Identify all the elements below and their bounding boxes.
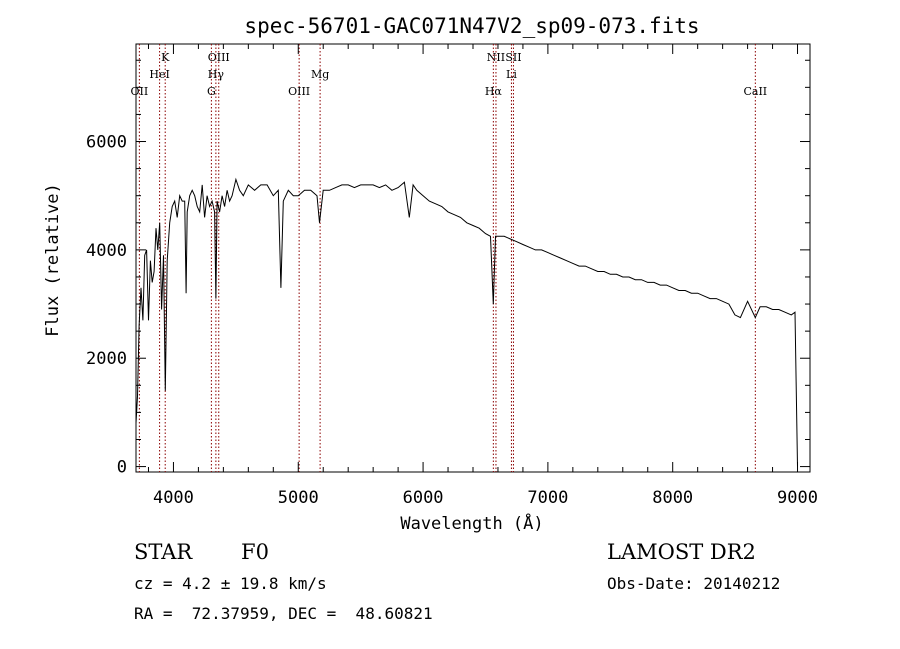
x-tick-label-4: 8000 [652,488,693,508]
spectral-line-label-4: Hγ [208,68,225,81]
spectral-line-label-1: K [161,51,170,64]
y-axis-label: Flux (relative) [43,183,63,337]
redshift-cz: cz = 4.2 ± 19.8 km/s [134,574,327,593]
spectral-line-label-0: OII [131,85,149,98]
spectral-line-label-12: CaII [743,85,767,98]
observation-date: Obs-Date: 20140212 [607,574,781,593]
spectral-line-label-9: Li [506,68,517,81]
spectral-line-label-2: HeI [149,68,169,81]
y-tick-label-2: 4000 [86,241,127,261]
y-tick-label-3: 6000 [86,133,127,153]
x-tick-label-5: 9000 [777,488,818,508]
x-axis-ticks: 4000 5000 6000 7000 8000 9000 [147,44,818,508]
spectral-line-label-5: G [207,85,216,98]
x-tick-label-2: 6000 [403,488,444,508]
y-axis-ticks: 0 2000 4000 6000 [86,59,810,478]
axes-frame [135,43,811,473]
y-tick-label-0: 0 [117,458,127,478]
survey-name: LAMOST DR2 [607,540,756,564]
x-tick-label-3: 7000 [527,488,568,508]
spectrum-series [135,177,798,467]
object-class: STAR [134,540,193,564]
spectral-line-label-3: OIII [208,51,230,64]
x-tick-label-0: 4000 [153,488,194,508]
ra-dec: RA = 72.37959, DEC = 48.60821 [134,604,433,623]
spectral-line-label-10: Hα [485,85,503,98]
x-axis-label: Wavelength (Å) [400,512,543,534]
object-subclass: F0 [241,540,269,564]
chart-title: spec-56701-GAC071N47V2_sp09-073.fits [244,14,699,38]
spectral-line-label-8: NII [487,51,505,64]
spectral-line-label-11: SII [505,51,521,64]
plot-frame [135,43,811,473]
spectral-line-label-6: Mg [311,68,329,81]
spectral-line-label-7: OIII [288,85,310,98]
y-tick-label-1: 2000 [86,349,127,369]
spectrum-line-0 [135,177,798,467]
x-tick-label-1: 5000 [278,488,319,508]
